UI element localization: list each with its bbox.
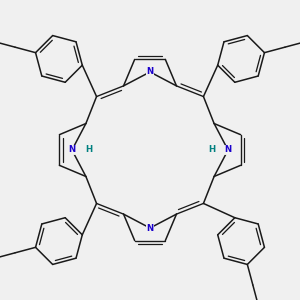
Text: N: N — [224, 146, 232, 154]
Text: N: N — [146, 224, 154, 232]
Text: N: N — [146, 68, 154, 76]
Text: N: N — [68, 146, 76, 154]
Text: H: H — [208, 146, 215, 154]
Text: H: H — [85, 146, 92, 154]
